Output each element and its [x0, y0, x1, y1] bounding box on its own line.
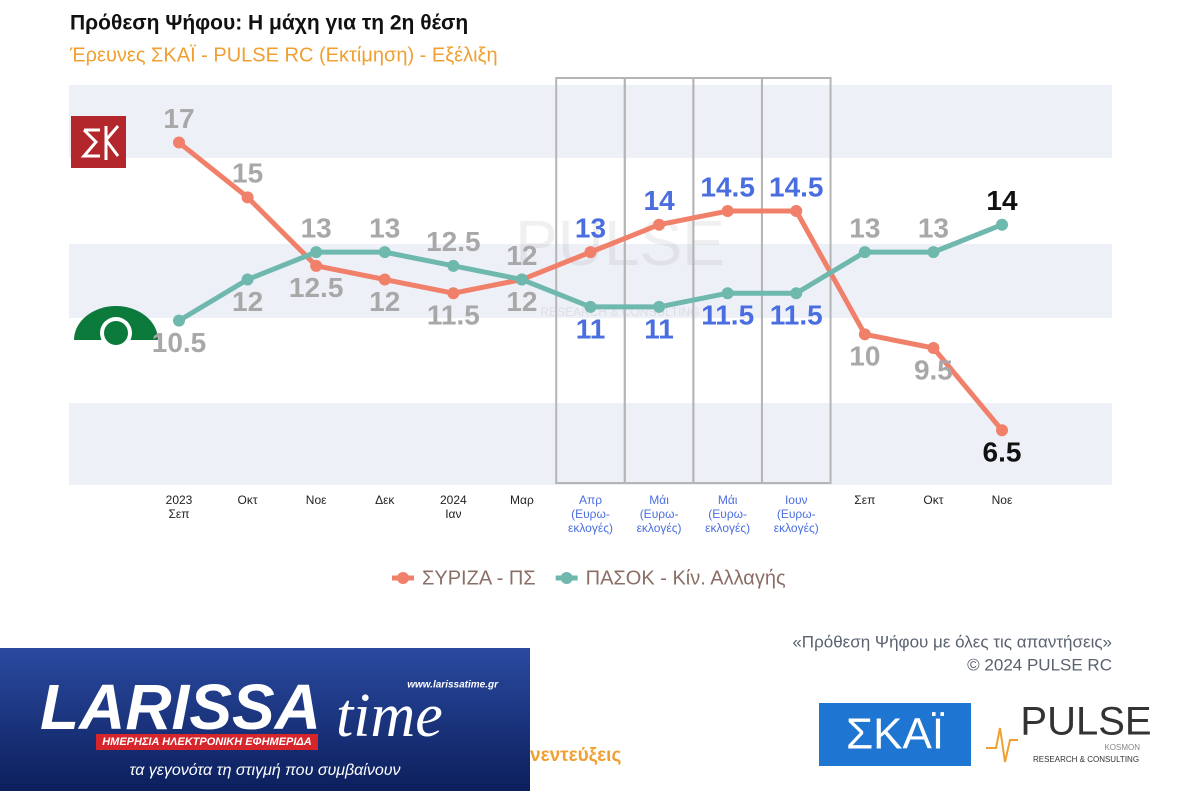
band	[69, 85, 1112, 158]
pulse-sub: RESEARCH & CONSULTING	[1033, 755, 1139, 764]
banner-tag-bg	[96, 734, 318, 750]
data-label: 11.5	[701, 300, 754, 331]
data-label: 10.5	[152, 327, 207, 358]
point	[790, 287, 803, 300]
cut-text: νεντεύξεις	[530, 745, 621, 766]
data-label: 13	[575, 213, 606, 244]
point	[858, 328, 871, 341]
x-tick-label: 2023 Σεπ	[165, 493, 193, 521]
x-tick-label: Μάι (Ευρω- εκλογές)	[636, 493, 682, 535]
x-tick-label: Νοε	[991, 493, 1013, 507]
data-label: 12	[232, 286, 263, 317]
x-tick-label: Νοε	[305, 493, 327, 507]
banner-tagline: ΗΜΕΡΗΣΙΑ ΗΛΕΚΤΡΟΝΙΚΗ ΕΦΗΜΕΡΙΔΑ	[102, 736, 312, 748]
pulse-kosmon: KOSMON	[1104, 743, 1140, 752]
point	[241, 191, 254, 204]
point	[447, 287, 460, 300]
x-tick-label: Ιουν (Ευρω- εκλογές)	[773, 493, 819, 535]
banner-name2: time	[336, 682, 443, 750]
x-tick-label: Απρ (Ευρω- εκλογές)	[568, 493, 613, 535]
pulse-icon	[986, 727, 1018, 763]
legend-marker	[397, 572, 409, 584]
x-tick-label: 2024 Ιαν	[439, 493, 467, 521]
point	[447, 259, 460, 272]
data-label: 14	[986, 185, 1018, 216]
x-tick-label: Μάι (Ευρω- εκλογές)	[705, 493, 751, 535]
point	[584, 246, 597, 259]
data-label: 17	[163, 103, 194, 134]
band	[69, 403, 1112, 485]
legend-label: ΠΑΣΟΚ - Κίν. Αλλαγής	[586, 567, 786, 589]
banner-url: www.larissatime.gr	[407, 680, 499, 691]
data-label: 15	[232, 158, 263, 189]
point	[721, 205, 734, 218]
point	[996, 424, 1008, 437]
skai-logo: ΣΚΑΪ	[846, 710, 945, 759]
data-label: 6.5	[983, 437, 1022, 468]
x-tick-label: Οκτ	[237, 493, 258, 507]
data-label: 13	[849, 213, 880, 244]
data-label: 14.5	[700, 171, 755, 202]
skai-logo-bg	[819, 703, 971, 766]
chart-title: Πρόθεση Ψήφου: Η μάχη για τη 2η θέση	[70, 12, 468, 35]
footer-note: «Πρόθεση Ψήφου με όλες τις απαντήσεις»	[792, 632, 1112, 651]
data-label: 14.5	[769, 171, 824, 202]
point	[310, 259, 323, 272]
data-label: 11.5	[427, 300, 480, 331]
point	[378, 273, 391, 286]
banner-name: LARISSA	[40, 671, 321, 743]
pasok-logo	[74, 306, 158, 349]
data-label: 11	[576, 313, 606, 344]
banner-bg	[0, 648, 530, 791]
data-label: 13	[369, 213, 400, 244]
highlight-box	[760, 77, 832, 484]
point	[790, 205, 803, 218]
point	[584, 300, 597, 313]
point	[858, 246, 871, 259]
point	[515, 273, 528, 286]
data-label: 13	[918, 213, 949, 244]
point	[173, 314, 185, 327]
data-label: 11	[644, 313, 674, 344]
x-tick-label: Σεπ	[854, 493, 876, 507]
data-label: 12	[369, 286, 400, 317]
legend-label: ΣΥΡΙΖΑ - ΠΣ	[422, 567, 536, 589]
footer-copyright: © 2024 PULSE RC	[967, 655, 1112, 674]
data-label: 12	[506, 240, 537, 271]
data-label: 9.5	[914, 354, 953, 385]
data-label: 12.5	[426, 226, 481, 257]
point	[310, 246, 323, 259]
chart-subtitle: Έρευνες ΣΚΑΪ - PULSE RC (Εκτίμηση) - Εξέ…	[69, 44, 498, 66]
point	[927, 246, 940, 259]
x-tick-label: Μαρ	[510, 493, 534, 507]
syriza-logo	[71, 116, 126, 168]
point	[653, 218, 666, 231]
point	[927, 342, 940, 355]
point	[653, 300, 666, 313]
data-label: 12	[506, 286, 537, 317]
x-tick-label: Οκτ	[923, 493, 944, 507]
banner-slogan: τα γεγονότα τη στιγμή που συμβαίνουν	[129, 762, 400, 779]
point	[378, 246, 391, 259]
data-label: 11.5	[770, 300, 823, 331]
data-label: 10	[849, 341, 880, 372]
point	[241, 273, 254, 286]
point	[996, 218, 1008, 231]
data-label: 13	[301, 213, 332, 244]
legend-marker	[560, 572, 573, 584]
data-label: 14	[644, 185, 676, 216]
point	[173, 136, 185, 149]
data-label: 12.5	[289, 272, 344, 303]
x-tick-label: Δεκ	[375, 493, 395, 507]
point	[721, 287, 734, 300]
pulse-logo: PULSE	[1020, 700, 1151, 744]
